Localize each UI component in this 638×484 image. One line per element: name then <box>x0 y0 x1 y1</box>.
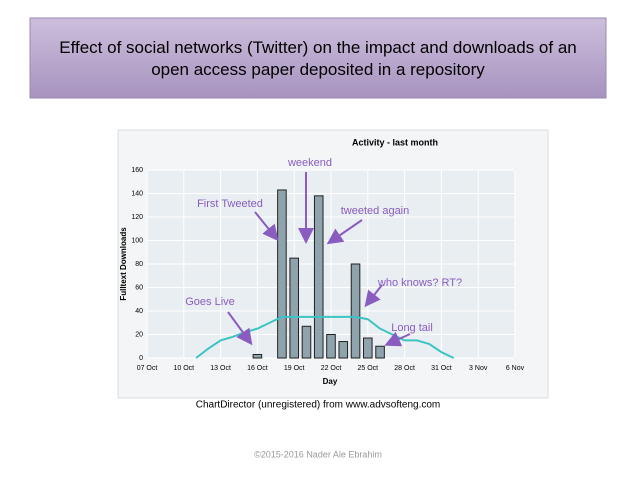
arrow <box>364 284 383 308</box>
y-tick-label: 20 <box>135 331 143 338</box>
x-tick-label: 19 Oct <box>284 365 305 372</box>
x-tick-label: 07 Oct <box>137 365 158 372</box>
annotation: First Tweeted <box>197 198 263 210</box>
x-tick-label: 16 Oct <box>247 365 268 372</box>
y-tick-label: 40 <box>135 308 143 315</box>
y-tick-label: 0 <box>139 355 143 362</box>
bar <box>289 257 299 359</box>
bar <box>301 325 312 359</box>
bar <box>350 263 361 359</box>
y-tick-label: 60 <box>135 284 143 291</box>
x-tick-label: 3 Nov <box>469 365 488 372</box>
y-tick-label: 100 <box>131 237 143 244</box>
bar <box>338 341 349 359</box>
arrow <box>326 219 363 245</box>
bar <box>277 189 287 359</box>
y-tick-label: 80 <box>135 261 143 268</box>
arrow <box>254 211 279 242</box>
x-tick-label: 31 Oct <box>431 365 452 372</box>
x-tick-label: 28 Oct <box>394 365 415 372</box>
arrow <box>227 311 253 346</box>
annotation: Goes Live <box>185 296 235 308</box>
x-tick-label: 22 Oct <box>321 365 342 372</box>
bar <box>252 353 263 359</box>
x-tick-label: 6 Nov <box>506 365 525 372</box>
y-axis-label: Fulltext Downloads <box>119 227 128 301</box>
arrow <box>384 331 411 347</box>
bar <box>313 195 324 359</box>
footer: ©2015-2016 Nader Ale Ebrahim <box>254 449 382 459</box>
annotation: weekend <box>287 157 332 169</box>
marks: 0 20 40 60 80 100 120 140 160 07 Oct 10 Oct 13 Oct 1… <box>131 157 524 372</box>
bar <box>363 337 373 359</box>
title-box: Effect of social networks (Twitter) on t… <box>59 38 577 79</box>
annotation: Long tail <box>391 322 433 334</box>
y-tick-label: 160 <box>131 167 143 174</box>
x-tick-label: 25 Oct <box>357 365 378 372</box>
bar <box>326 334 336 359</box>
x-axis-label: Day <box>323 377 338 386</box>
annotation: tweeted again <box>341 205 410 217</box>
x-tick-label: 13 Oct <box>210 365 231 372</box>
slide-title: Effect of social networks (Twitter) on t… <box>59 38 577 79</box>
arrows <box>227 172 411 347</box>
title-banner <box>29 17 607 99</box>
y-tick-label: 120 <box>131 214 143 221</box>
x-tick-label: 10 Oct <box>173 365 194 372</box>
y-tick-label: 140 <box>131 190 143 197</box>
watermark: ChartDirector (unregistered) from www.ad… <box>196 400 441 411</box>
chart-title: Activity - last month <box>352 137 438 147</box>
bar <box>375 345 385 359</box>
annotation: who knows? RT? <box>377 277 462 289</box>
